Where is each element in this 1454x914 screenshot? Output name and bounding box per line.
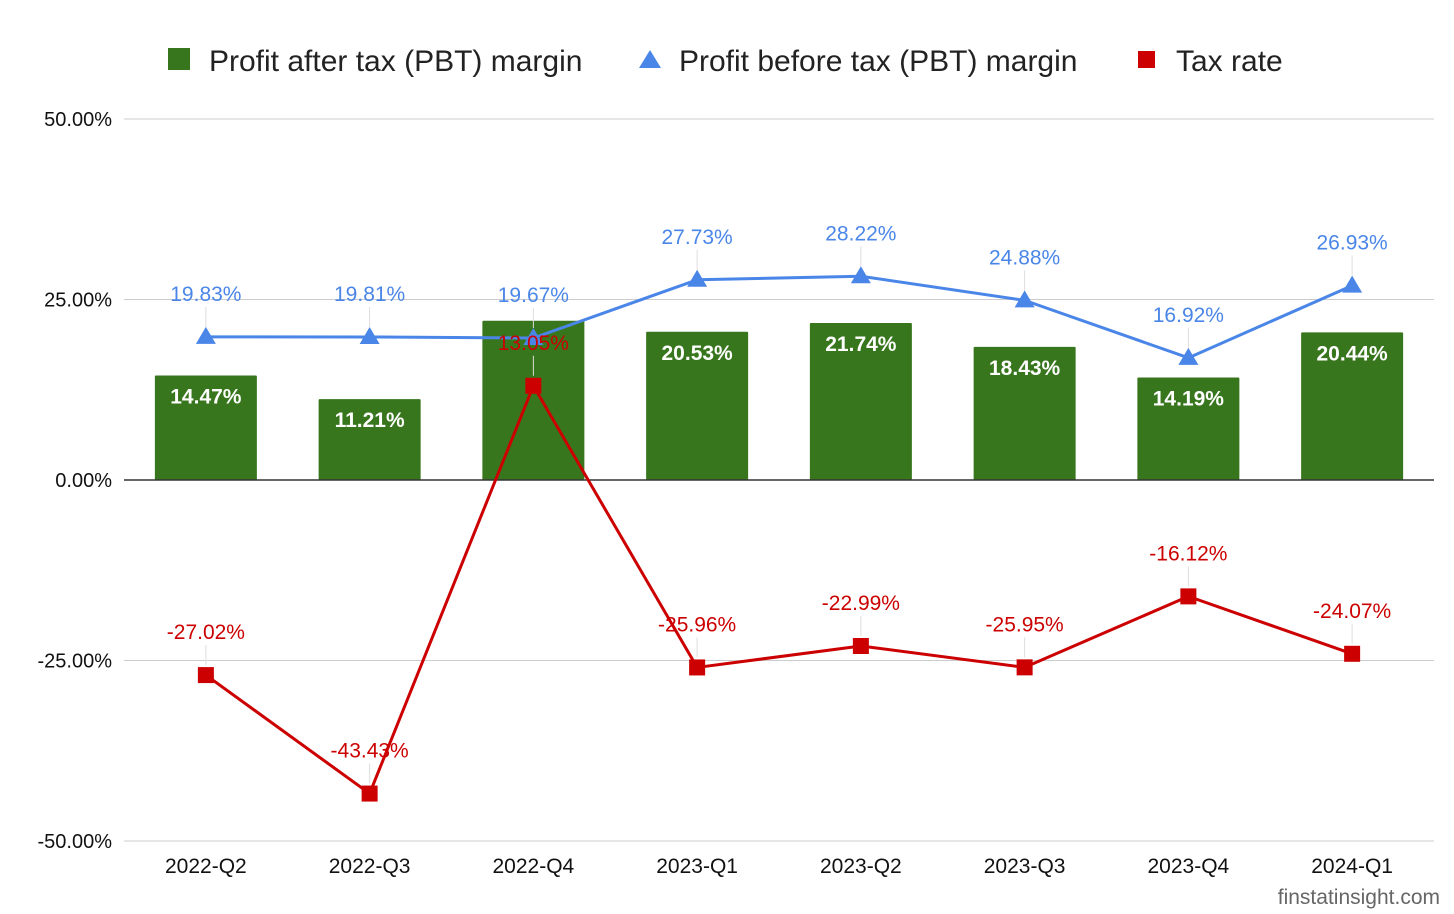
legend-marker-1 (639, 50, 661, 68)
line-data-label: -43.43% (331, 740, 409, 763)
y-tick-label: 25.00% (44, 290, 112, 312)
x-tick-label: 2024-Q1 (1311, 855, 1393, 878)
y-tick-label: -25.00% (38, 651, 113, 673)
line-data-label: 19.67% (498, 284, 569, 307)
line-data-label: -25.96% (658, 613, 736, 636)
point-marker (1180, 588, 1197, 605)
y-tick-label: 0.00% (55, 470, 112, 492)
legend: Profit after tax (PBT) margin Profit befo… (168, 45, 1283, 78)
bar-data-label: 21.74% (825, 333, 897, 356)
x-tick-label: 2023-Q2 (820, 855, 902, 878)
x-tick-label: 2022-Q3 (329, 855, 411, 878)
bar-series: 14.47% 11.21% 20.53% 21.74% 18.43% 14.19% 20.4… (154, 320, 1404, 480)
bar-data-label: 11.21% (335, 409, 405, 432)
grid-lines (124, 118, 1434, 842)
bar-data-label: 14.19% (1153, 388, 1225, 411)
line-data-label: 16.92% (1153, 304, 1224, 327)
legend-marker-0 (168, 48, 190, 70)
line-data-label: -22.99% (822, 592, 900, 615)
point-marker (197, 667, 214, 684)
line-data-label: 24.88% (989, 246, 1060, 269)
line-data-label: 19.81% (334, 283, 405, 306)
point-marker (1178, 347, 1199, 365)
line-data-label: 26.93% (1317, 232, 1388, 255)
legend-marker-2 (1138, 51, 1155, 68)
bar-data-label: 20.44% (1317, 342, 1389, 365)
point-marker (1014, 290, 1035, 308)
bar (646, 331, 749, 480)
line-data-label: 28.22% (825, 222, 896, 245)
bar (973, 346, 1076, 480)
bar (318, 399, 421, 480)
bar (1137, 377, 1240, 480)
y-axis: 50.00% 25.00% 0.00% -25.00% -50.00% (38, 109, 113, 853)
series-line (205, 274, 1353, 360)
point-marker (852, 637, 869, 654)
series-line (204, 384, 1353, 796)
legend-label-0: Profit after tax (PBT) margin (209, 45, 582, 78)
point-marker (689, 659, 706, 676)
x-tick-label: 2023-Q3 (984, 855, 1066, 878)
line-data-label: 19.83% (170, 283, 241, 306)
y-tick-label: -50.00% (38, 831, 113, 853)
bar (482, 320, 585, 480)
point-marker (361, 785, 378, 802)
line-data-label: -27.02% (167, 621, 245, 644)
x-axis: 2022-Q2 2022-Q3 2022-Q4 2023-Q1 2023-Q2 2023-… (165, 855, 1393, 878)
point-marker (359, 326, 380, 344)
point-marker (1016, 659, 1033, 676)
y-tick-label: 50.00% (44, 109, 112, 131)
bar (809, 323, 912, 480)
point-marker (525, 377, 542, 394)
point-marker (850, 266, 871, 284)
x-tick-label: 2022-Q4 (493, 855, 575, 878)
legend-label-1: Profit before tax (PBT) margin (679, 45, 1077, 78)
line-series: 19.83% 19.81% 19.67% 27.73% 28.22% 24.88% 16.9… (167, 222, 1391, 802)
x-tick-label: 2023-Q1 (656, 855, 738, 878)
line-data-label: 13.05% (498, 332, 569, 355)
legend-label-2: Tax rate (1176, 45, 1283, 78)
bar (1301, 332, 1404, 480)
point-marker (687, 269, 708, 287)
bar-data-label: 14.47% (170, 386, 242, 409)
point-marker (1344, 645, 1361, 662)
bar-data-label: 18.43% (989, 357, 1061, 380)
x-tick-label: 2023-Q4 (1148, 855, 1230, 878)
point-marker (523, 327, 544, 345)
line-data-label: -24.07% (1313, 600, 1391, 623)
point-marker (195, 326, 216, 344)
line-data-label: 27.73% (662, 226, 733, 249)
bar-data-label: 20.53% (662, 342, 734, 365)
x-tick-label: 2022-Q2 (165, 855, 247, 878)
point-marker (1342, 275, 1363, 293)
line-data-label: -16.12% (1149, 542, 1227, 565)
watermark: finstatinsight.com (1277, 886, 1440, 909)
bar (154, 375, 257, 480)
line-data-label: -25.95% (986, 613, 1064, 636)
